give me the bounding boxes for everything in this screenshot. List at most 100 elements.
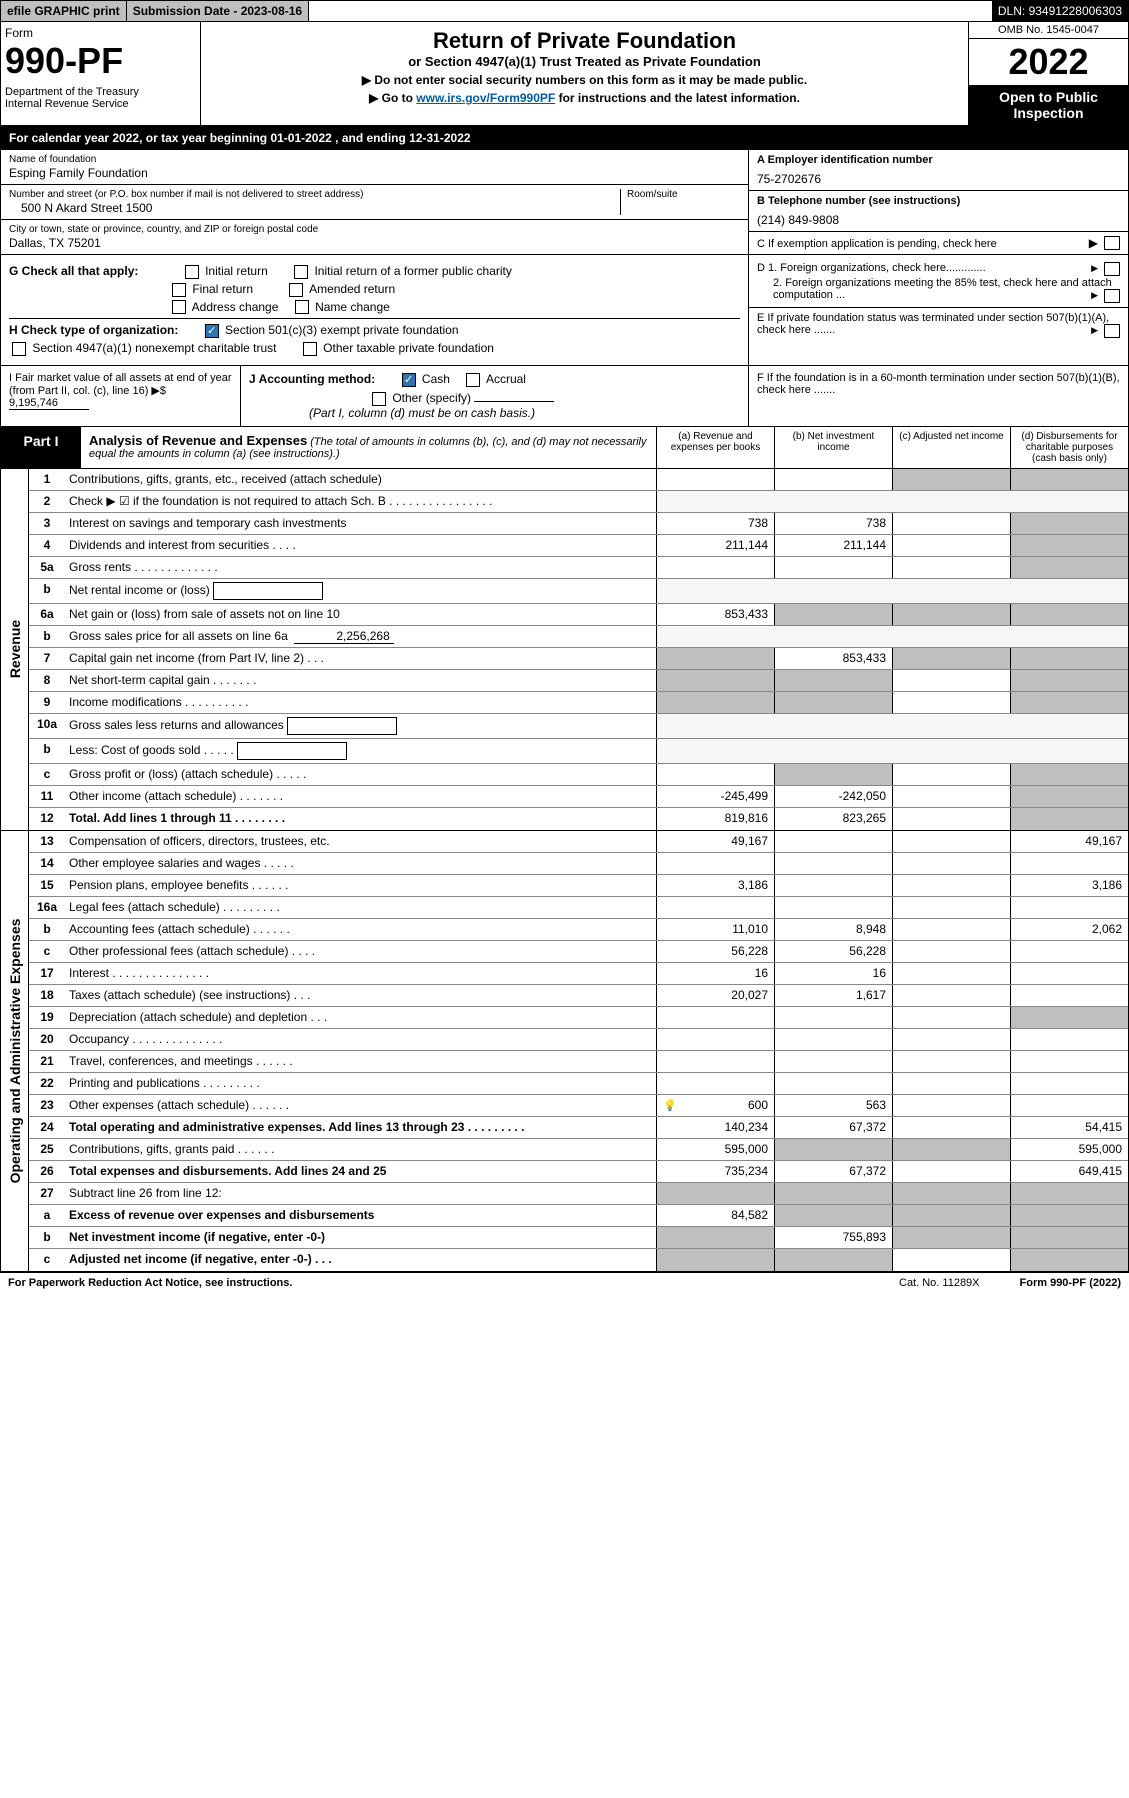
form-number: 990-PF bbox=[5, 40, 196, 82]
cell-value: 755,893 bbox=[774, 1227, 892, 1248]
cell-grey bbox=[1010, 557, 1128, 578]
cell-value: 211,144 bbox=[656, 535, 774, 556]
cell-value bbox=[892, 831, 1010, 852]
cell-value: 56,228 bbox=[656, 941, 774, 962]
col-b: (b) Net investment income bbox=[774, 427, 892, 468]
cell-value: 11,010 bbox=[656, 919, 774, 940]
paperwork-notice: For Paperwork Reduction Act Notice, see … bbox=[8, 1277, 292, 1289]
cb-accrual[interactable] bbox=[466, 373, 480, 387]
d2-label: 2. Foreign organizations meeting the 85%… bbox=[773, 277, 1112, 301]
cell-value: 140,234 bbox=[656, 1117, 774, 1138]
cell-value bbox=[892, 513, 1010, 534]
cell-grey bbox=[892, 469, 1010, 490]
cell-value: 823,265 bbox=[774, 808, 892, 830]
cb-cash[interactable] bbox=[402, 373, 416, 387]
cell-value bbox=[892, 875, 1010, 896]
cell-value bbox=[656, 1007, 774, 1028]
d1-label: D 1. Foreign organizations, check here..… bbox=[757, 262, 986, 274]
cell-value bbox=[892, 808, 1010, 830]
cell-value bbox=[774, 469, 892, 490]
table-row: 11Other income (attach schedule) . . . .… bbox=[29, 786, 1128, 808]
cell-grey bbox=[1010, 469, 1128, 490]
cb-address-change[interactable] bbox=[172, 300, 186, 314]
table-row: 19Depreciation (attach schedule) and dep… bbox=[29, 1007, 1128, 1029]
cell-value bbox=[892, 1249, 1010, 1271]
col-d: (d) Disbursements for charitable purpose… bbox=[1010, 427, 1128, 468]
cell-value: 67,372 bbox=[774, 1117, 892, 1138]
cell-value: 735,234 bbox=[656, 1161, 774, 1182]
cell-grey bbox=[1010, 1205, 1128, 1226]
j-note: (Part I, column (d) must be on cash basi… bbox=[249, 406, 740, 420]
cb-initial-former[interactable] bbox=[294, 265, 308, 279]
cell-value bbox=[774, 1007, 892, 1028]
cell-value bbox=[892, 1007, 1010, 1028]
cell-grey bbox=[774, 670, 892, 691]
cell-value bbox=[656, 1051, 774, 1072]
cb-501c3[interactable] bbox=[205, 324, 219, 338]
top-bar: efile GRAPHIC print Submission Date - 20… bbox=[0, 0, 1129, 22]
open-public: Open to Public Inspection bbox=[969, 85, 1128, 125]
cb-other-method[interactable] bbox=[372, 392, 386, 406]
cb-amended[interactable] bbox=[289, 283, 303, 297]
irs-link[interactable]: www.irs.gov/Form990PF bbox=[416, 91, 555, 105]
cell-value bbox=[774, 1051, 892, 1072]
cell-value: 16 bbox=[774, 963, 892, 984]
form-title: Return of Private Foundation bbox=[207, 28, 962, 54]
form-subtitle: or Section 4947(a)(1) Trust Treated as P… bbox=[207, 54, 962, 69]
cell-value bbox=[892, 1029, 1010, 1050]
line-desc: Total operating and administrative expen… bbox=[65, 1117, 656, 1138]
c-checkbox[interactable] bbox=[1104, 236, 1120, 250]
line-no: a bbox=[29, 1205, 65, 1226]
table-row: 16aLegal fees (attach schedule) . . . . … bbox=[29, 897, 1128, 919]
table-row: 21Travel, conferences, and meetings . . … bbox=[29, 1051, 1128, 1073]
table-row: 7Capital gain net income (from Part IV, … bbox=[29, 648, 1128, 670]
line-no: c bbox=[29, 1249, 65, 1271]
cell-grey bbox=[656, 1183, 774, 1204]
line-no: 6a bbox=[29, 604, 65, 625]
h-label: H Check type of organization: bbox=[9, 323, 178, 337]
cell-value bbox=[656, 897, 774, 918]
line-no: b bbox=[29, 579, 65, 603]
cb-initial-return[interactable] bbox=[185, 265, 199, 279]
cell-grey bbox=[892, 1227, 1010, 1248]
cell-grey bbox=[656, 648, 774, 669]
line-desc: Net investment income (if negative, ente… bbox=[65, 1227, 656, 1248]
calendar-year: For calendar year 2022, or tax year begi… bbox=[0, 126, 1129, 150]
cell-grey bbox=[1010, 1183, 1128, 1204]
cell-value: 56,228 bbox=[774, 941, 892, 962]
table-row: 25Contributions, gifts, grants paid . . … bbox=[29, 1139, 1128, 1161]
line-desc: Excess of revenue over expenses and disb… bbox=[65, 1205, 656, 1226]
cb-final-return[interactable] bbox=[172, 283, 186, 297]
cell-value bbox=[774, 897, 892, 918]
cb-4947[interactable] bbox=[12, 342, 26, 356]
check-section-g: G Check all that apply: Initial return I… bbox=[0, 255, 1129, 366]
e-label: E If private foundation status was termi… bbox=[757, 312, 1109, 336]
table-row: 12Total. Add lines 1 through 11 . . . . … bbox=[29, 808, 1128, 830]
line-desc: Contributions, gifts, grants, etc., rece… bbox=[65, 469, 656, 490]
table-row: 22Printing and publications . . . . . . … bbox=[29, 1073, 1128, 1095]
phone: (214) 849-9808 bbox=[757, 213, 1120, 227]
cb-e[interactable] bbox=[1104, 324, 1120, 338]
expenses-label: Operating and Administrative Expenses bbox=[1, 831, 29, 1271]
table-row: 15Pension plans, employee benefits . . .… bbox=[29, 875, 1128, 897]
cb-d1[interactable] bbox=[1104, 262, 1120, 276]
cb-name-change[interactable] bbox=[295, 300, 309, 314]
line-no: 8 bbox=[29, 670, 65, 691]
cell-value: 563 bbox=[774, 1095, 892, 1116]
dept-treasury: Department of the Treasury Internal Reve… bbox=[5, 86, 196, 110]
cell-value: 595,000 bbox=[1010, 1139, 1128, 1160]
cell-value bbox=[1010, 1051, 1128, 1072]
line-desc: Net gain or (loss) from sale of assets n… bbox=[65, 604, 656, 625]
c-exemption: C If exemption application is pending, c… bbox=[757, 238, 997, 250]
cb-d2[interactable] bbox=[1104, 289, 1120, 303]
cell-value bbox=[656, 1029, 774, 1050]
cb-other-taxable[interactable] bbox=[303, 342, 317, 356]
table-row: aExcess of revenue over expenses and dis… bbox=[29, 1205, 1128, 1227]
cell-grey bbox=[1010, 808, 1128, 830]
table-row: cAdjusted net income (if negative, enter… bbox=[29, 1249, 1128, 1271]
line-no: 24 bbox=[29, 1117, 65, 1138]
cell-grey bbox=[892, 1183, 1010, 1204]
line-no: 13 bbox=[29, 831, 65, 852]
cell-grey bbox=[656, 692, 774, 713]
room-label: Room/suite bbox=[627, 189, 740, 200]
